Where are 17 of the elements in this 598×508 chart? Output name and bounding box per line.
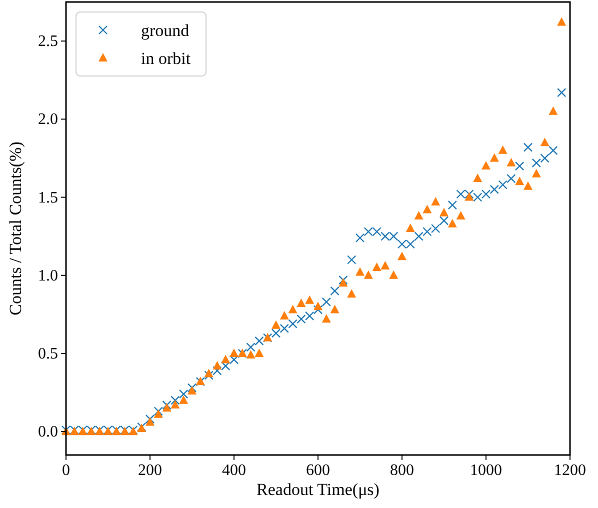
x-tick-label: 1200: [554, 462, 586, 479]
y-tick-label: 2.5: [38, 33, 58, 50]
x-tick-label: 400: [222, 462, 246, 479]
x-tick-label: 600: [306, 462, 330, 479]
y-tick-label: 1.5: [38, 189, 58, 206]
legend-label: ground: [141, 21, 190, 40]
y-tick-label: 2.0: [38, 111, 58, 128]
y-axis-title: Counts / Total Counts(%): [6, 142, 25, 316]
x-tick-label: 0: [62, 462, 70, 479]
y-tick-label: 0.0: [38, 424, 58, 441]
x-tick-label: 200: [138, 462, 162, 479]
x-tick-label: 800: [390, 462, 414, 479]
y-tick-label: 0.5: [38, 345, 58, 362]
x-tick-label: 1000: [470, 462, 502, 479]
legend-label: in orbit: [141, 49, 191, 68]
y-tick-label: 1.0: [38, 267, 58, 284]
x-axis-title: Readout Time(μs): [256, 480, 380, 499]
